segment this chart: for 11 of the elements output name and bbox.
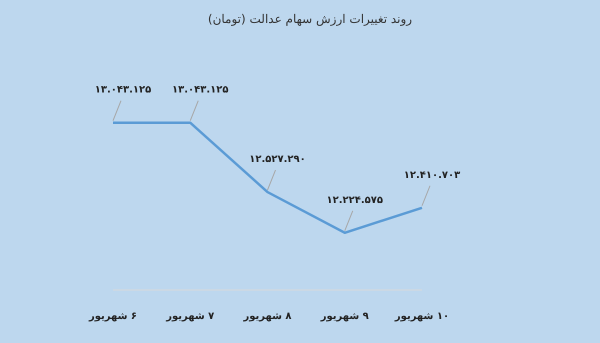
data-label: ۱۳.۰۴۳.۱۲۵ — [172, 84, 228, 96]
x-tick-label: ۹ شهریور — [320, 311, 369, 322]
x-tick-label: ۸ شهریور — [242, 311, 292, 322]
x-tick-label: ۱۰ شهریور — [394, 311, 450, 322]
data-label: ۱۲.۵۲۷.۲۹۰ — [249, 154, 306, 166]
x-tick-label: ۷ شهریور — [165, 311, 214, 322]
data-label: ۱۲.۲۲۴.۵۷۵ — [326, 194, 383, 206]
chart-title: روند تغییرات ارزش سهام عدالت (تومان) — [206, 12, 414, 26]
data-label: ۱۳.۰۴۳.۱۲۵ — [94, 84, 152, 96]
data-label: ۱۲.۴۱۰.۷۰۳ — [404, 170, 460, 181]
x-tick-label: ۶ شهریور — [88, 311, 138, 322]
